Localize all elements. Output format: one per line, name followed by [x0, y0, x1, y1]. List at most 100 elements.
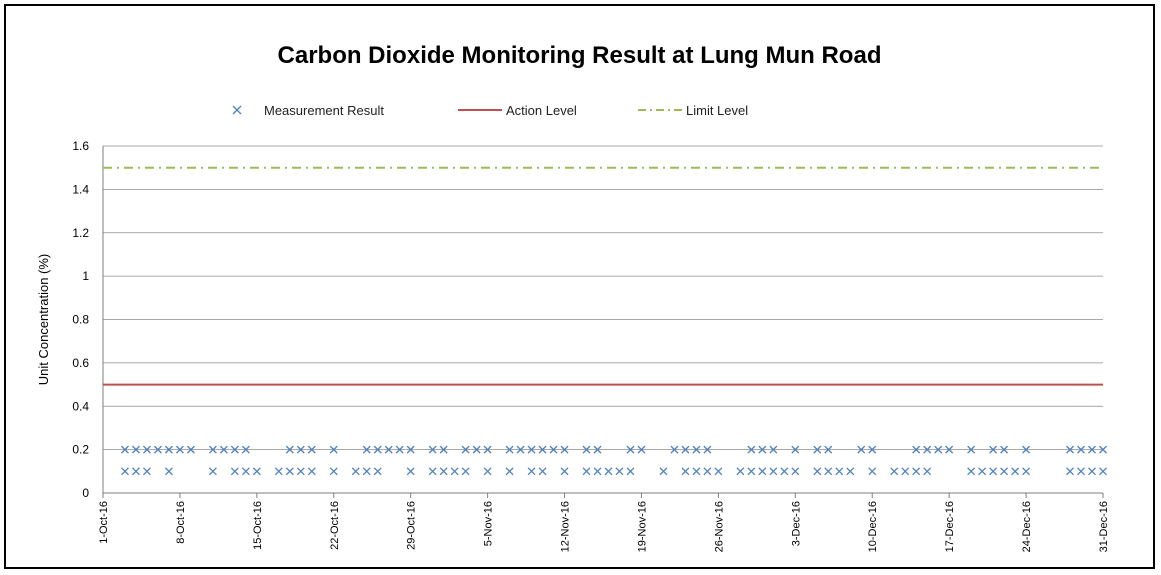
measurement-point: [659, 467, 668, 476]
measurement-point: [791, 467, 800, 476]
measurement-point: [615, 467, 624, 476]
measurement-point: [362, 467, 371, 476]
measurement-point: [1066, 467, 1074, 476]
y-tick-label: 0.8: [72, 313, 89, 327]
measurement-point: [791, 445, 800, 454]
measurement-point: [978, 467, 987, 476]
measurement-point: [406, 445, 415, 454]
y-tick-label: 0.4: [72, 399, 89, 413]
measurement-point: [780, 467, 789, 476]
measurement-point: [252, 467, 261, 476]
y-tick-label: 1.4: [72, 182, 89, 196]
measurement-point: [890, 467, 899, 476]
measurement-point: [857, 445, 866, 454]
measurement-point: [121, 445, 129, 454]
measurement-point: [549, 445, 558, 454]
measurement-point: [329, 445, 338, 454]
measurement-point: [373, 445, 382, 454]
measurement-point: [395, 445, 404, 454]
measurement-point: [384, 445, 393, 454]
measurement-point: [703, 445, 712, 454]
measurement-point: [1000, 467, 1009, 476]
measurement-point: [560, 467, 569, 476]
measurement-point: [637, 445, 646, 454]
measurement-point: [153, 445, 162, 454]
measurement-point: [912, 467, 921, 476]
x-tick-label: 1-Oct-16: [98, 501, 110, 544]
measurement-point: [1066, 445, 1074, 454]
measurement-point: [164, 467, 173, 476]
measurement-point: [824, 445, 833, 454]
measurement-point: [747, 445, 756, 454]
measurement-point: [230, 445, 239, 454]
measurement-point: [121, 467, 129, 476]
measurement-point: [285, 445, 294, 454]
y-tick-label: 1.2: [72, 226, 89, 240]
measurement-point: [560, 445, 569, 454]
measurement-point: [461, 445, 470, 454]
y-tick-label: 1: [82, 269, 89, 283]
legend: Measurement Result Action Level Limit Le…: [230, 101, 930, 119]
measurement-point: [604, 467, 613, 476]
solid-line-icon: [458, 109, 502, 111]
measurement-point: [1022, 445, 1031, 454]
x-marker-icon: [232, 105, 242, 115]
measurement-point: [1077, 467, 1085, 476]
measurement-point: [483, 467, 492, 476]
measurement-point: [626, 467, 635, 476]
x-tick-label: 3-Dec-16: [790, 501, 802, 546]
measurement-point: [307, 445, 316, 454]
legend-label: Measurement Result: [264, 102, 384, 118]
measurement-point: [670, 445, 679, 454]
measurement-point: [692, 467, 701, 476]
measurement-point: [681, 467, 690, 476]
measurement-point: [285, 467, 294, 476]
chart-frame: Carbon Dioxide Monitoring Result at Lung…: [4, 4, 1155, 569]
measurement-point: [219, 445, 228, 454]
measurement-point: [813, 467, 822, 476]
measurement-point: [989, 467, 998, 476]
measurement-point: [912, 445, 921, 454]
measurement-point: [362, 445, 371, 454]
x-tick-label: 17-Dec-16: [944, 501, 956, 552]
measurement-point: [714, 467, 723, 476]
measurement-point: [329, 467, 338, 476]
measurement-point: [747, 467, 756, 476]
measurement-point: [824, 467, 833, 476]
measurement-point: [505, 467, 514, 476]
measurement-point: [1099, 467, 1107, 476]
measurement-point: [274, 467, 283, 476]
measurement-point: [692, 445, 701, 454]
measurement-point: [769, 445, 778, 454]
dash-dot-line-icon: [638, 109, 682, 111]
measurement-point: [142, 467, 151, 476]
legend-label: Action Level: [506, 102, 577, 118]
measurement-point: [186, 445, 195, 454]
measurement-point: [132, 467, 140, 476]
measurement-point: [1099, 445, 1107, 454]
measurement-point: [681, 445, 690, 454]
x-tick-label: 19-Nov-16: [636, 501, 648, 552]
measurement-point: [769, 467, 778, 476]
measurement-point: [1011, 467, 1020, 476]
y-tick-label: 1.6: [72, 139, 89, 153]
measurement-point: [923, 467, 932, 476]
x-tick-label: 29-Oct-16: [406, 501, 418, 550]
measurement-point: [1022, 467, 1031, 476]
measurement-point: [901, 467, 910, 476]
measurement-point: [351, 467, 360, 476]
measurement-point: [593, 467, 602, 476]
y-tick-label: 0.2: [72, 443, 89, 457]
measurement-point: [868, 445, 877, 454]
x-tick-label: 8-Oct-16: [175, 501, 187, 544]
measurement-point: [934, 445, 943, 454]
measurement-point: [582, 445, 591, 454]
measurement-point: [835, 467, 844, 476]
measurement-point: [307, 467, 316, 476]
measurement-point: [296, 445, 305, 454]
measurement-point: [538, 445, 547, 454]
legend-item-measurement: Measurement Result: [230, 101, 384, 119]
measurement-point: [923, 445, 932, 454]
measurement-point: [527, 445, 536, 454]
